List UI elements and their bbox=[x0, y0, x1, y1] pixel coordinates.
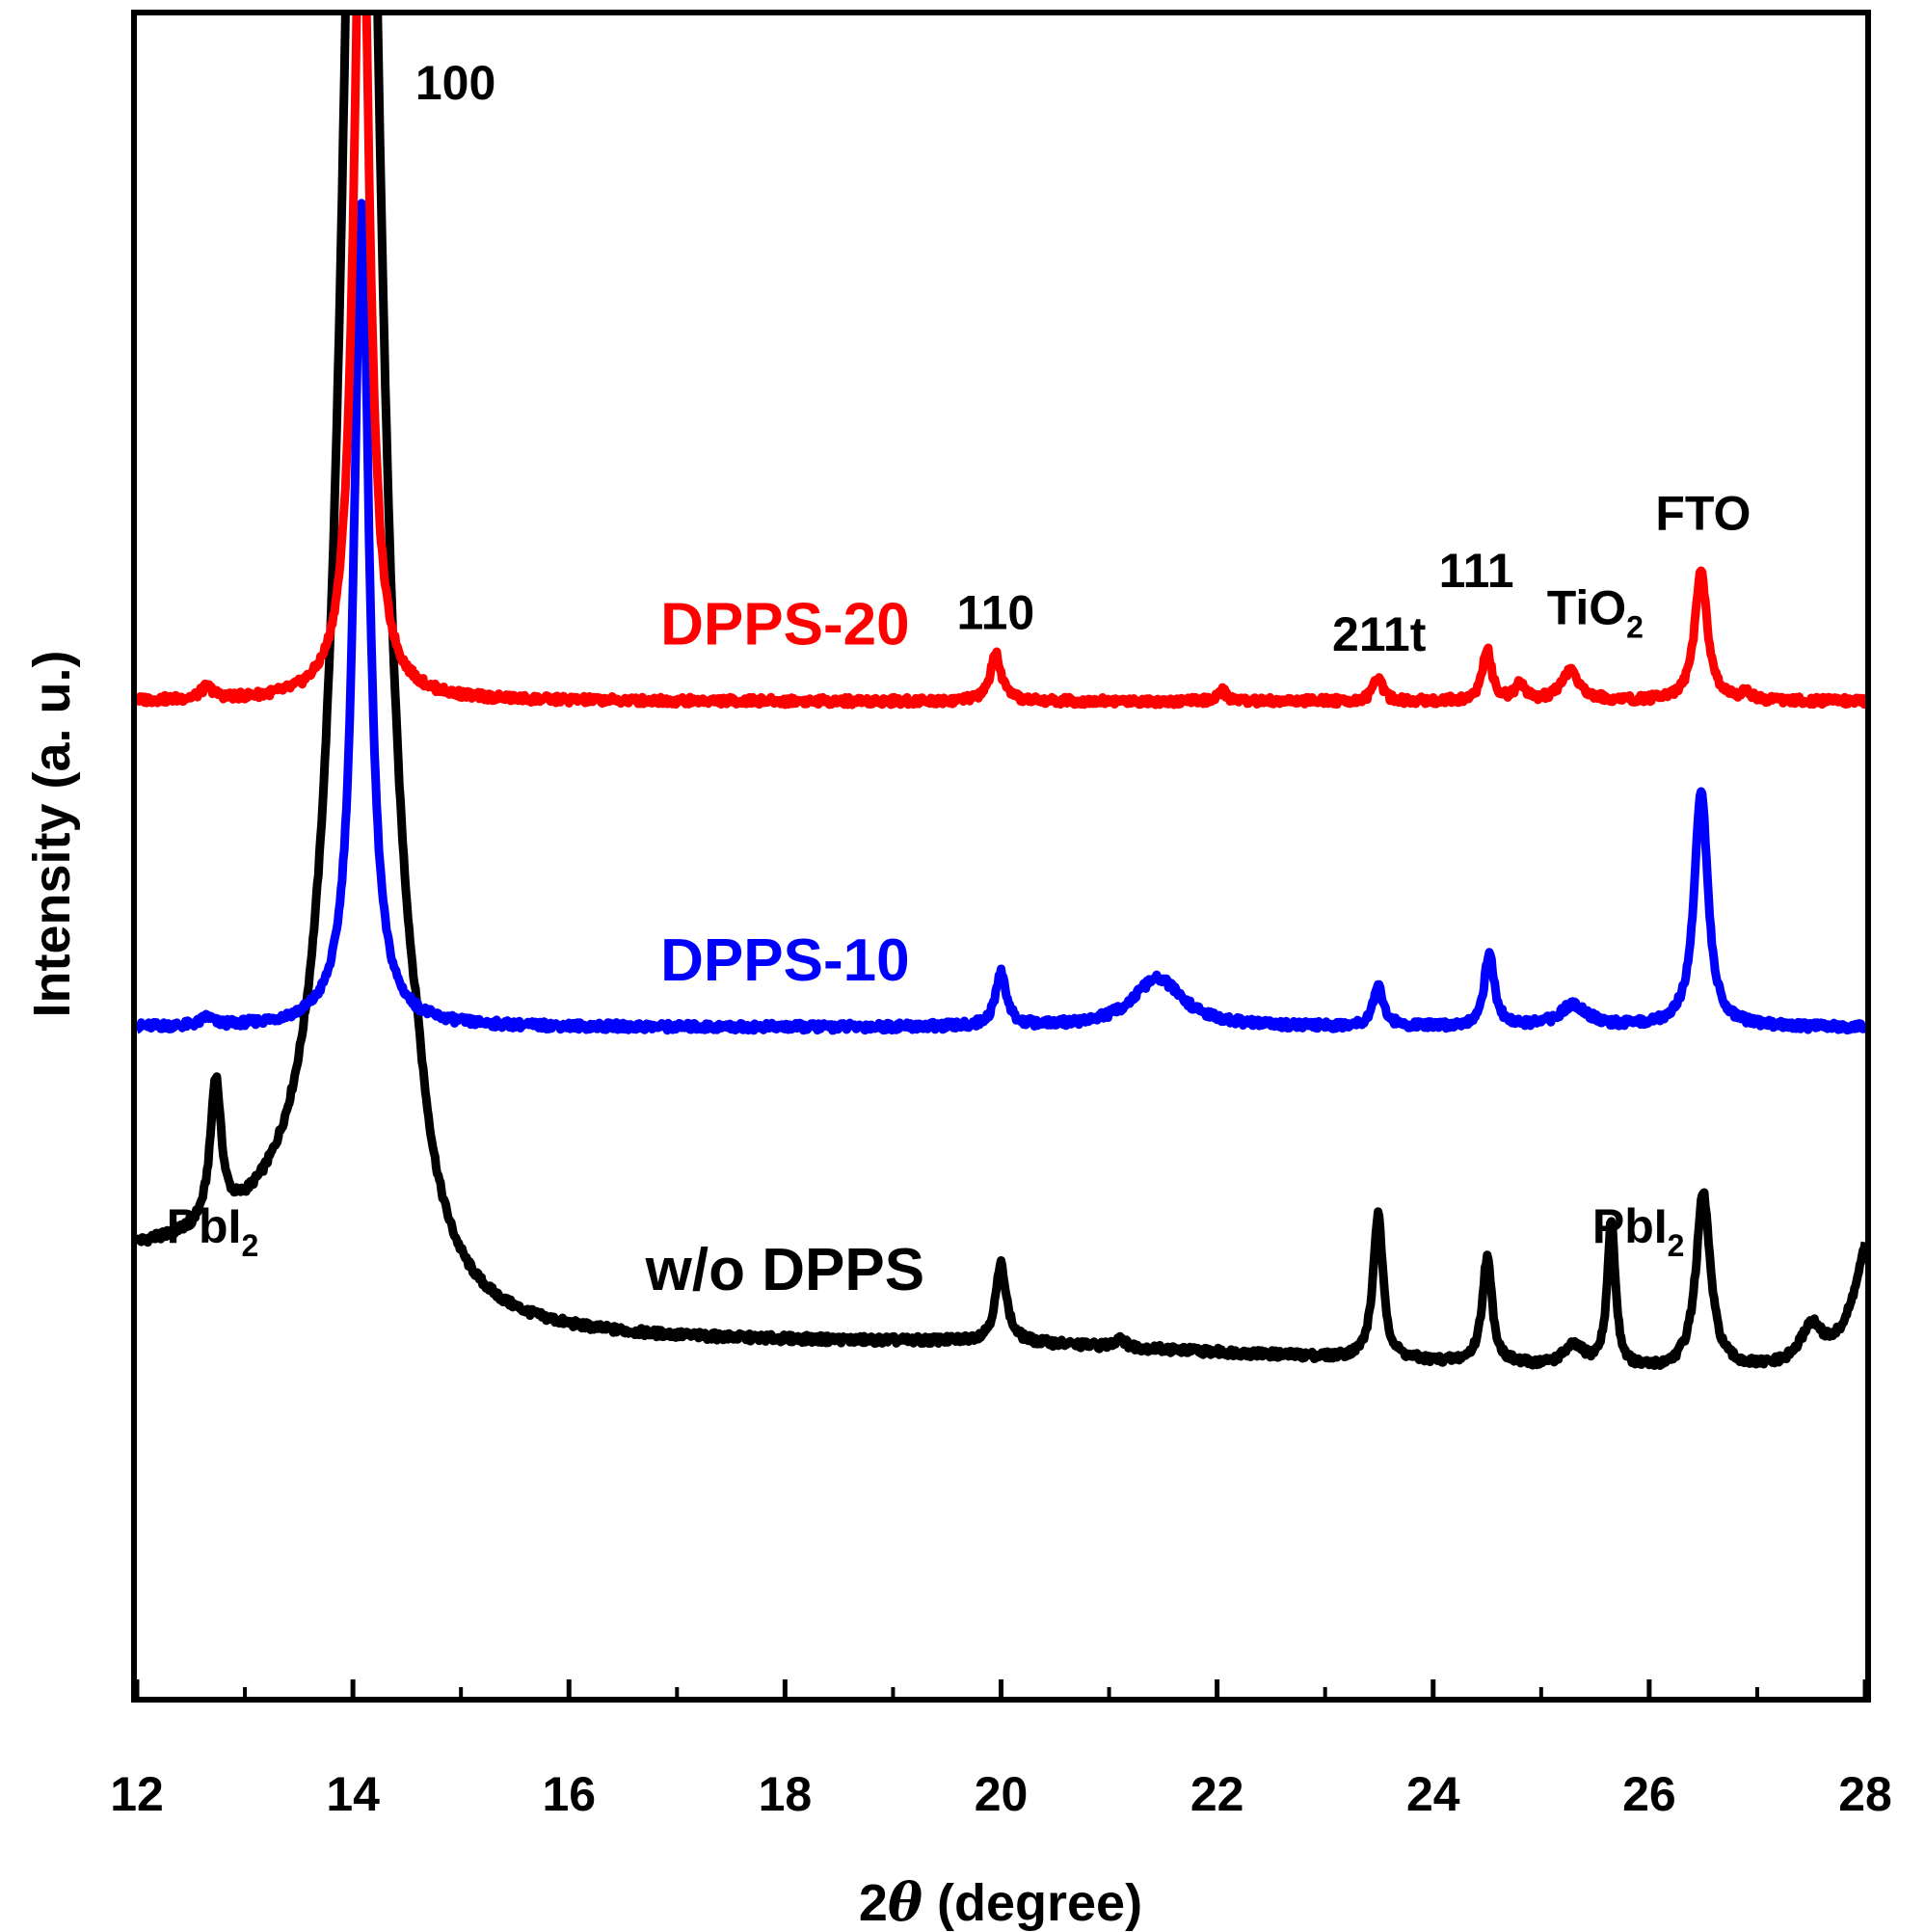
series-line-dpps-10 bbox=[137, 199, 1865, 1035]
x-tick-label: 20 bbox=[975, 1767, 1029, 1821]
x-axis-title-theta: θ bbox=[888, 1871, 922, 1932]
x-tick-label: 26 bbox=[1622, 1767, 1676, 1821]
peak-annotation: PbI2 bbox=[167, 1199, 259, 1263]
x-axis-title: 2θ (degree) bbox=[859, 1871, 1142, 1932]
series-line-dpps-20 bbox=[137, 15, 1865, 710]
x-tick-label: 14 bbox=[326, 1767, 380, 1821]
peak-annotation: FTO bbox=[1655, 487, 1751, 541]
peak-annotation: 111 bbox=[1439, 544, 1514, 598]
peak-annotation: TiO2 bbox=[1547, 580, 1644, 644]
peak-annotation: PbI2 bbox=[1592, 1199, 1685, 1263]
x-tick-label: 12 bbox=[110, 1767, 164, 1821]
x-axis-title-prefix: 2 bbox=[859, 1874, 888, 1932]
x-tick-label: 16 bbox=[542, 1767, 596, 1821]
series-label: DPPS-10 bbox=[660, 927, 909, 994]
peak-annotation: 110 bbox=[957, 586, 1035, 640]
y-axis-title: Intensity (a. u.) bbox=[23, 650, 81, 1017]
x-tick-label: 18 bbox=[759, 1767, 813, 1821]
series-layer bbox=[137, 15, 1865, 1370]
series-label: DPPS-20 bbox=[660, 591, 909, 657]
peak-annotation: 100 bbox=[415, 56, 495, 110]
x-tick-label: 22 bbox=[1190, 1767, 1244, 1821]
series-label: w/o DPPS bbox=[645, 1237, 924, 1303]
series-line-w-o-dpps bbox=[137, 15, 1865, 1370]
plot-frame bbox=[131, 10, 1871, 1703]
peak-annotation: 211t bbox=[1332, 607, 1427, 661]
x-tick-layer: 12 14 16 18 20 22 24 26 28 bbox=[110, 1679, 1892, 1821]
x-axis-title-suffix: (degree) bbox=[922, 1874, 1142, 1932]
x-tick-label: 24 bbox=[1406, 1767, 1460, 1821]
x-tick-label: 28 bbox=[1838, 1767, 1892, 1821]
